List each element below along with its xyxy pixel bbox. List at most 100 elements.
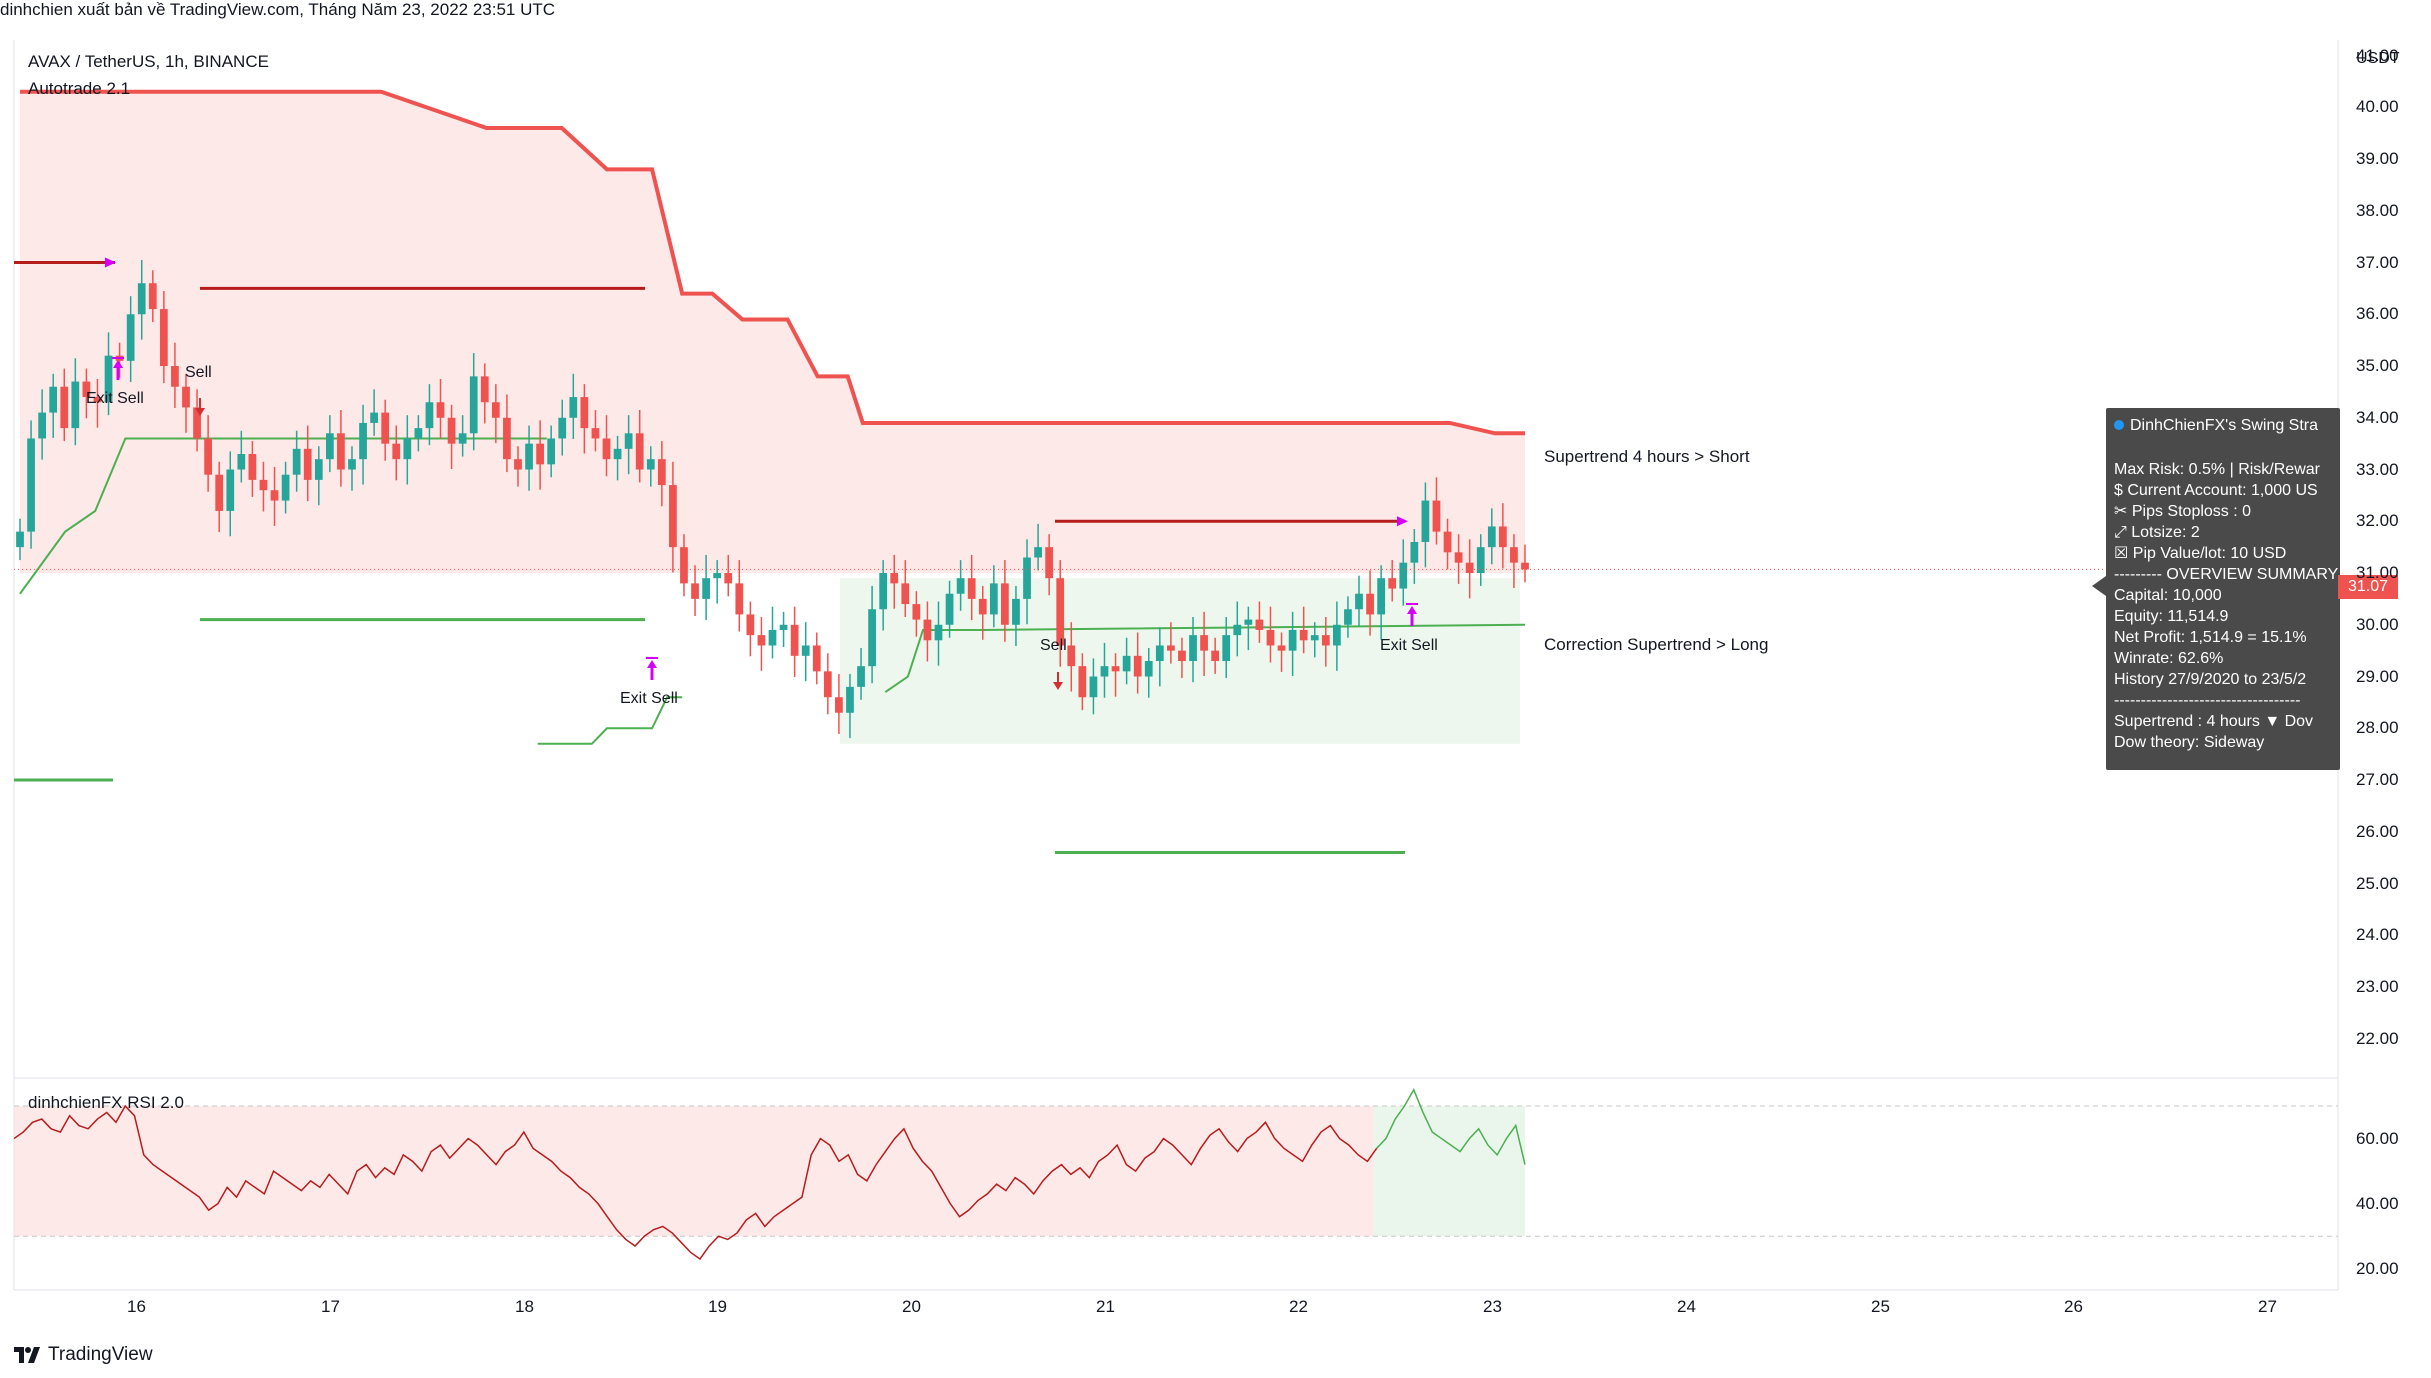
- candle-body: [934, 624, 943, 641]
- candle-body: [801, 645, 810, 656]
- candle-body: [1255, 619, 1264, 630]
- candle-body: [126, 314, 135, 361]
- price-tick: 41.00: [2356, 45, 2399, 65]
- candle-body: [337, 433, 345, 470]
- candle-body: [1034, 547, 1042, 558]
- info-panel-row: ✂ Pips Stoploss : 0: [2114, 503, 2252, 520]
- rsi-tick: 60.00: [2356, 1128, 2399, 1148]
- candle-body: [1089, 676, 1098, 698]
- candle-body: [93, 397, 102, 403]
- candle-body: [1399, 562, 1408, 589]
- rsi-legend[interactable]: dinhchienFX RSI 2.0: [28, 1093, 184, 1112]
- candle-body: [1244, 619, 1253, 625]
- candle-body: [292, 448, 301, 475]
- candle-body: [967, 578, 976, 599]
- candle-body: [16, 531, 24, 548]
- time-tick: 24: [1677, 1297, 1696, 1316]
- candle-body: [1510, 547, 1518, 563]
- candle-body: [923, 619, 932, 641]
- candle-body: [1288, 629, 1297, 651]
- info-panel-title: DinhChienFX's Swing Stra: [2114, 416, 2318, 436]
- info-panel-row: Capital: 10,000: [2114, 587, 2222, 604]
- candle-body: [1310, 635, 1319, 641]
- candle-body: [503, 417, 511, 460]
- candle-body: [912, 604, 921, 620]
- candle-body: [580, 397, 589, 429]
- candle-body: [691, 583, 699, 599]
- candle-body: [1167, 645, 1175, 651]
- time-tick: 20: [902, 1297, 921, 1316]
- correction-line-3: [884, 623, 1526, 693]
- price-tick: 31.00: [2356, 563, 2399, 583]
- price-tick: 39.00: [2356, 149, 2399, 169]
- candle-body: [613, 448, 622, 460]
- info-panel-row: ☒ Pip Value/lot: 10 USD: [2114, 545, 2287, 562]
- candle-body: [1189, 635, 1197, 661]
- info-panel-row: -----------------------------------: [2114, 692, 2301, 709]
- candle-body: [359, 422, 367, 460]
- symbol-legend[interactable]: AVAX / TetherUS, 1h, BINANCE: [28, 52, 269, 71]
- candle-body: [49, 386, 58, 413]
- candle-body: [835, 697, 843, 713]
- exit-sell-arrow-2: [647, 660, 657, 668]
- candle-body: [1344, 609, 1352, 625]
- info-panel-row: Supertrend : 4 hours ▼ Dov: [2114, 713, 2314, 730]
- blue-dot-icon: [2114, 420, 2124, 430]
- candle-body: [746, 614, 755, 636]
- candle-body: [403, 438, 412, 460]
- candle-body: [469, 376, 478, 434]
- candle-body: [491, 402, 500, 418]
- candle-body: [1144, 661, 1153, 677]
- candle-body: [1233, 624, 1242, 636]
- candle-body: [569, 397, 578, 418]
- candle-body: [868, 609, 876, 667]
- strategy-info-panel: DinhChienFX's Swing Stra Max Risk: 0.5% …: [2106, 408, 2340, 770]
- time-tick: 27: [2258, 1297, 2277, 1316]
- candle-body: [182, 386, 190, 408]
- candle-body: [38, 412, 47, 439]
- candle-body: [1333, 624, 1341, 646]
- tradingview-logo[interactable]: TradingView: [14, 1344, 153, 1366]
- rsi-line-short: [13, 1104, 1378, 1261]
- candle-body: [414, 428, 423, 439]
- candle-body: [735, 583, 744, 615]
- indicator-legend[interactable]: Autotrade 2.1: [28, 79, 131, 98]
- candle-body: [270, 490, 279, 501]
- candle-body: [1355, 593, 1363, 610]
- sell-arrow-1: [195, 408, 205, 416]
- exit-sell-label-3: Exit Sell: [1380, 637, 1438, 654]
- candle-body: [1421, 500, 1430, 542]
- candle-body: [348, 459, 356, 470]
- info-panel-row: $ Current Account: 1,000 US: [2114, 482, 2318, 499]
- candle-body: [945, 593, 954, 625]
- rsi-line-long: [1376, 1088, 1526, 1165]
- publish-credit: dinhchien xuất bản về TradingView.com, T…: [0, 0, 556, 19]
- candle-body: [1078, 666, 1087, 698]
- time-tick: 25: [1871, 1297, 1890, 1316]
- tradingview-icon: [14, 1347, 40, 1363]
- candle-body: [1410, 541, 1419, 563]
- candle-body: [779, 624, 788, 630]
- candle-body: [215, 474, 224, 511]
- price-tick: 26.00: [2356, 821, 2399, 841]
- price-tick: 30.00: [2356, 614, 2399, 634]
- candle-body: [71, 381, 80, 429]
- candle-body: [281, 474, 290, 501]
- price-tick: 29.00: [2356, 666, 2399, 686]
- candle-body: [1521, 562, 1529, 570]
- candle-body: [1222, 635, 1231, 661]
- candle-body: [1045, 547, 1054, 579]
- candle-body: [1476, 547, 1485, 574]
- price-tick: 23.00: [2356, 977, 2399, 997]
- candle-body: [104, 355, 113, 403]
- candle-body: [248, 454, 257, 480]
- candle-body: [436, 402, 445, 418]
- price-tick: 40.00: [2356, 97, 2399, 117]
- candle-body: [237, 454, 246, 470]
- candle-body: [1023, 557, 1031, 599]
- candle-body: [823, 671, 832, 698]
- exit-sell-label-2: Exit Sell: [620, 690, 678, 707]
- candle-body: [602, 438, 611, 460]
- currency-label[interactable]: USDT: [2356, 50, 2400, 67]
